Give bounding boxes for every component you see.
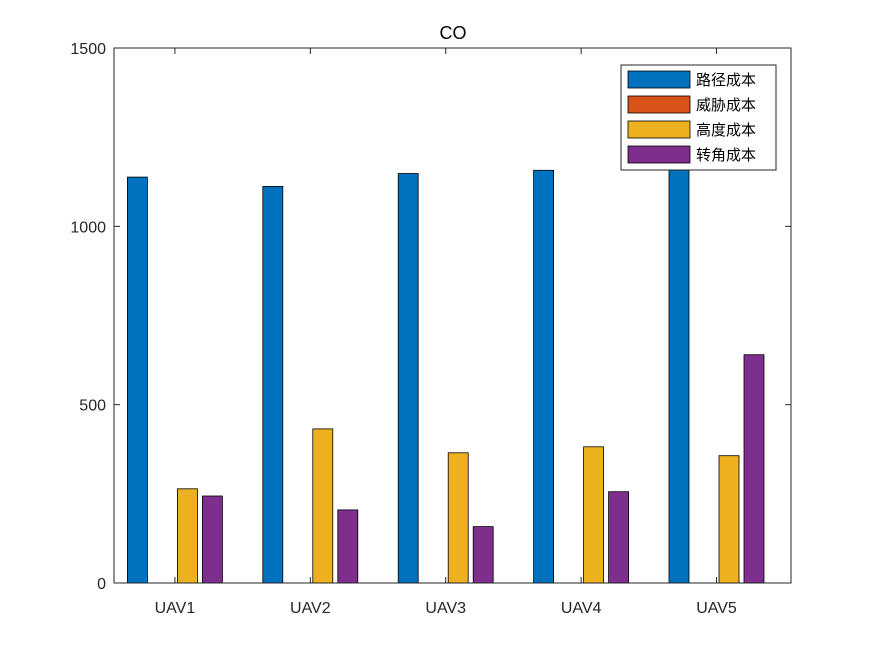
legend-swatch	[627, 95, 691, 114]
bar-3-uav2	[312, 428, 334, 584]
axes: 0 500 1000 1500 UAV1 UAV2 UAV3 UAV4 UAV5	[70, 41, 791, 617]
bar-3-uav5	[718, 455, 740, 584]
x-tick-label: UAV2	[290, 600, 331, 617]
bar-3-uav1	[176, 488, 198, 584]
y-tick-label: 1500	[70, 41, 106, 58]
legend-label: 转角成本	[696, 146, 756, 164]
bar-1-uav5	[668, 167, 690, 584]
bar-4-uav2	[337, 509, 359, 584]
bar-1-uav4	[533, 169, 554, 584]
x-tick-label: UAV1	[155, 600, 196, 617]
x-tick-label: UAV5	[696, 600, 737, 617]
bar-4-uav4	[608, 491, 629, 584]
bar-4-uav5	[743, 354, 765, 584]
x-tick-label: UAV3	[425, 600, 466, 617]
bar-3-uav4	[583, 446, 604, 584]
x-tick-label: UAV4	[561, 600, 602, 617]
chart-title: CO	[440, 23, 467, 43]
bar-1-uav1	[127, 176, 148, 584]
plot-area	[127, 167, 765, 584]
bar-3-uav3	[447, 452, 469, 584]
legend-label: 威胁成本	[696, 96, 756, 114]
bar-1-uav3	[397, 173, 419, 584]
legend-label: 高度成本	[696, 121, 756, 139]
bar-4-uav3	[472, 526, 494, 584]
y-tick-label: 500	[79, 398, 106, 415]
bar-4-uav1	[201, 495, 223, 584]
legend-swatch	[627, 120, 691, 139]
legend-label: 路径成本	[696, 71, 756, 89]
bar-1-uav2	[262, 185, 284, 584]
plot-frame	[113, 47, 792, 584]
legend-swatch	[627, 70, 691, 89]
y-tick-label: 1000	[70, 219, 106, 236]
y-tick-label: 0	[97, 576, 106, 593]
legend-swatch	[627, 145, 691, 164]
